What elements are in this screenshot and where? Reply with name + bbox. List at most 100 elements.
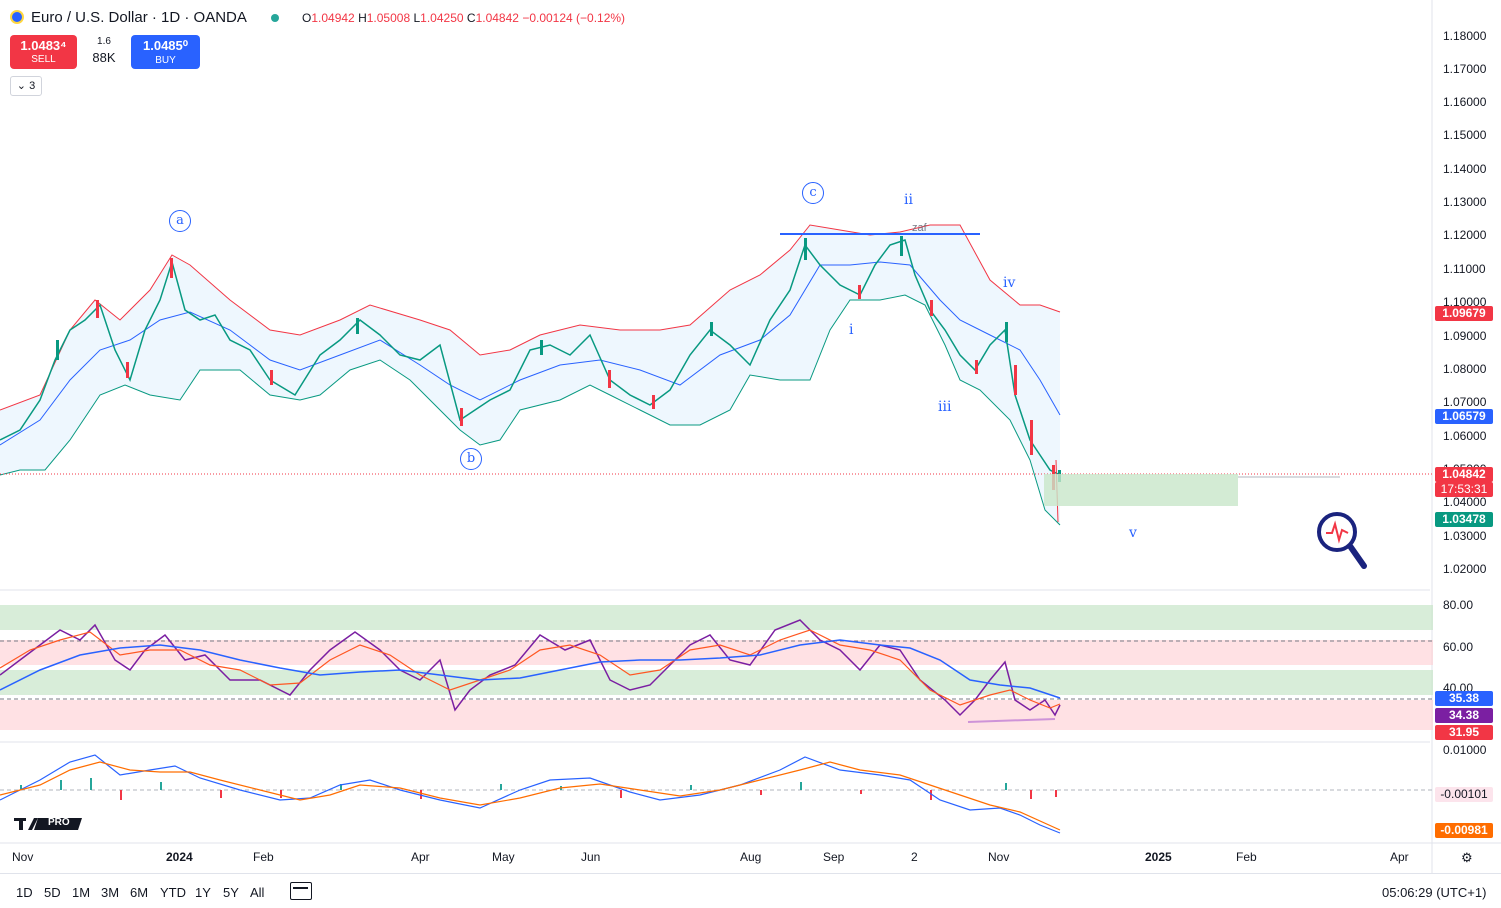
range-button-1y[interactable]: 1Y xyxy=(195,885,211,900)
macd-histogram xyxy=(20,778,1057,800)
symbol-title[interactable]: Euro / U.S. Dollar · 1D · OANDA xyxy=(31,9,247,26)
magnifier-logo-icon xyxy=(1317,512,1367,569)
tv-logo-icon xyxy=(14,818,82,830)
price-axis-label: 1.11000 xyxy=(1443,262,1486,276)
wave-label-i[interactable]: i xyxy=(849,322,854,338)
change-value: −0.00124 (−0.12%) xyxy=(522,11,626,25)
price-axis-label: 1.08000 xyxy=(1443,362,1487,376)
spread-value: 1.6 xyxy=(97,36,111,47)
time-axis-label: 2025 xyxy=(1145,850,1172,864)
low-value: 1.04250 xyxy=(420,11,464,25)
price-axis-label: 1.15000 xyxy=(1443,128,1487,142)
rsi-value-tag: 34.38 xyxy=(1435,708,1493,723)
wave-label-v[interactable]: v xyxy=(1129,525,1137,541)
close-value: 1.04842 xyxy=(475,11,519,25)
range-button-all[interactable]: All xyxy=(250,885,265,900)
buy-label: BUY xyxy=(155,55,176,66)
candle-countdown: 17:53:31 xyxy=(1435,482,1493,497)
time-axis-label: Nov xyxy=(988,850,1010,864)
ohlc-values: O1.04942 H1.05008 L1.04250 C1.04842 −0.0… xyxy=(302,11,626,25)
rsi-divergence-line[interactable] xyxy=(967,718,1056,723)
rsi-signal-tag: 35.38 xyxy=(1435,691,1493,706)
time-axis-label: Jun xyxy=(581,850,601,864)
sell-button[interactable]: 1.0483⁴ SELL xyxy=(10,35,77,69)
wave-label-ii[interactable]: ii xyxy=(904,192,913,208)
sell-price: 1.0483⁴ xyxy=(20,38,67,53)
open-value: 1.04942 xyxy=(311,11,355,25)
spread-info: 1.6 88K xyxy=(84,36,124,65)
symbol-flag-icon xyxy=(10,10,24,24)
candles xyxy=(56,236,1061,490)
rsi-overbought-zone xyxy=(0,605,1433,630)
price-axis-label: 1.13000 xyxy=(1443,195,1487,209)
time-axis-label: Apr xyxy=(411,850,430,864)
bb-lower-tag: 1.03478 xyxy=(1435,512,1493,527)
price-axis-label: 1.02000 xyxy=(1443,562,1487,576)
price-axis-label: 1.06000 xyxy=(1443,429,1487,443)
wave-label-a[interactable]: a xyxy=(169,210,191,232)
range-button-3m[interactable]: 3M xyxy=(101,885,120,900)
bollinger-lower-line xyxy=(0,294,1061,526)
time-axis-label: Apr xyxy=(1390,850,1409,864)
range-button-ytd[interactable]: YTD xyxy=(160,885,186,900)
price-axis-label: 1.16000 xyxy=(1443,95,1487,109)
price-axis-label: 1.10000 xyxy=(1443,295,1487,309)
clock[interactable]: 05:06:29 (UTC+1) xyxy=(1382,885,1487,900)
annotation-zaf[interactable]: zaf xyxy=(912,222,927,234)
sell-label: SELL xyxy=(31,54,56,65)
rsi-line xyxy=(0,619,1061,717)
target-zone-box[interactable] xyxy=(1044,474,1238,506)
indicators-collapse-button[interactable]: ⌄ 3 xyxy=(10,76,42,96)
time-axis-label: 2024 xyxy=(166,850,193,864)
time-axis-label: 2 xyxy=(911,850,918,864)
price-axis-label: 1.07000 xyxy=(1443,395,1487,409)
tradingview-logo[interactable]: PRO xyxy=(14,816,84,830)
range-button-6m[interactable]: 6M xyxy=(130,885,149,900)
date-range-calendar-icon[interactable] xyxy=(290,882,312,900)
last-price-tag: 1.04842 xyxy=(1435,467,1493,482)
market-status-icon[interactable] xyxy=(271,14,279,22)
bottom-toolbar: 1D 5D 1M 3M 6M YTD 1Y 5Y All 05:06:29 (UTC+1) xyxy=(0,873,1501,908)
rsi-lower-mid-zone xyxy=(0,670,1433,695)
bb-basis-tag: 1.06579 xyxy=(1435,409,1493,424)
price-axis-label: 1.04000 xyxy=(1443,495,1487,509)
wave-label-b[interactable]: b xyxy=(460,448,482,470)
time-axis-label: Feb xyxy=(1236,850,1257,864)
time-axis-label: May xyxy=(492,850,515,864)
bb-upper-tag: 1.09679 xyxy=(1435,306,1493,321)
time-axis-label: Nov xyxy=(12,850,34,864)
macd-line xyxy=(0,754,1061,834)
range-button-5y[interactable]: 5Y xyxy=(223,885,239,900)
wave-label-iii[interactable]: iii xyxy=(938,399,952,415)
range-button-1m[interactable]: 1M xyxy=(72,885,91,900)
rsi-axis-80: 80.00 xyxy=(1443,598,1474,612)
rsi-oversold-zone xyxy=(0,700,1433,730)
price-axis-label: 1.17000 xyxy=(1443,62,1487,76)
high-value: 1.05008 xyxy=(366,11,411,25)
settings-gear-icon[interactable]: ⚙ xyxy=(1461,850,1473,865)
wave-label-iv[interactable]: iv xyxy=(1003,275,1016,291)
price-axis-label: 1.14000 xyxy=(1443,162,1487,176)
macd-hist-tag: -0.00101 xyxy=(1435,787,1493,802)
rsi-level-tag: 31.95 xyxy=(1435,725,1493,740)
range-button-5d[interactable]: 5D xyxy=(44,885,61,900)
bollinger-upper-line xyxy=(0,224,1061,411)
range-button-1d[interactable]: 1D xyxy=(16,885,33,900)
price-line xyxy=(0,239,1061,476)
chart-header: Euro / U.S. Dollar · 1D · OANDA O1.04942… xyxy=(0,0,1430,36)
price-axis-label: 1.03000 xyxy=(1443,529,1487,543)
rsi-axis-60: 60.00 xyxy=(1443,640,1474,654)
volume-value: 88K xyxy=(92,50,116,65)
rsi-signal-line xyxy=(0,639,1061,699)
logo-pro-text: PRO xyxy=(48,817,70,828)
buy-button[interactable]: 1.0485⁰ BUY xyxy=(131,35,200,69)
price-axis-label: 1.09000 xyxy=(1443,329,1487,343)
time-axis-label: Aug xyxy=(740,850,762,864)
wave-label-c[interactable]: c xyxy=(802,182,824,204)
macd-signal-tag: -0.00981 xyxy=(1435,823,1493,838)
buy-price: 1.0485⁰ xyxy=(143,38,188,53)
macd-axis-top: 0.01000 xyxy=(1443,743,1487,757)
bollinger-basis-line xyxy=(0,261,1061,446)
time-axis-label: Feb xyxy=(253,850,274,864)
